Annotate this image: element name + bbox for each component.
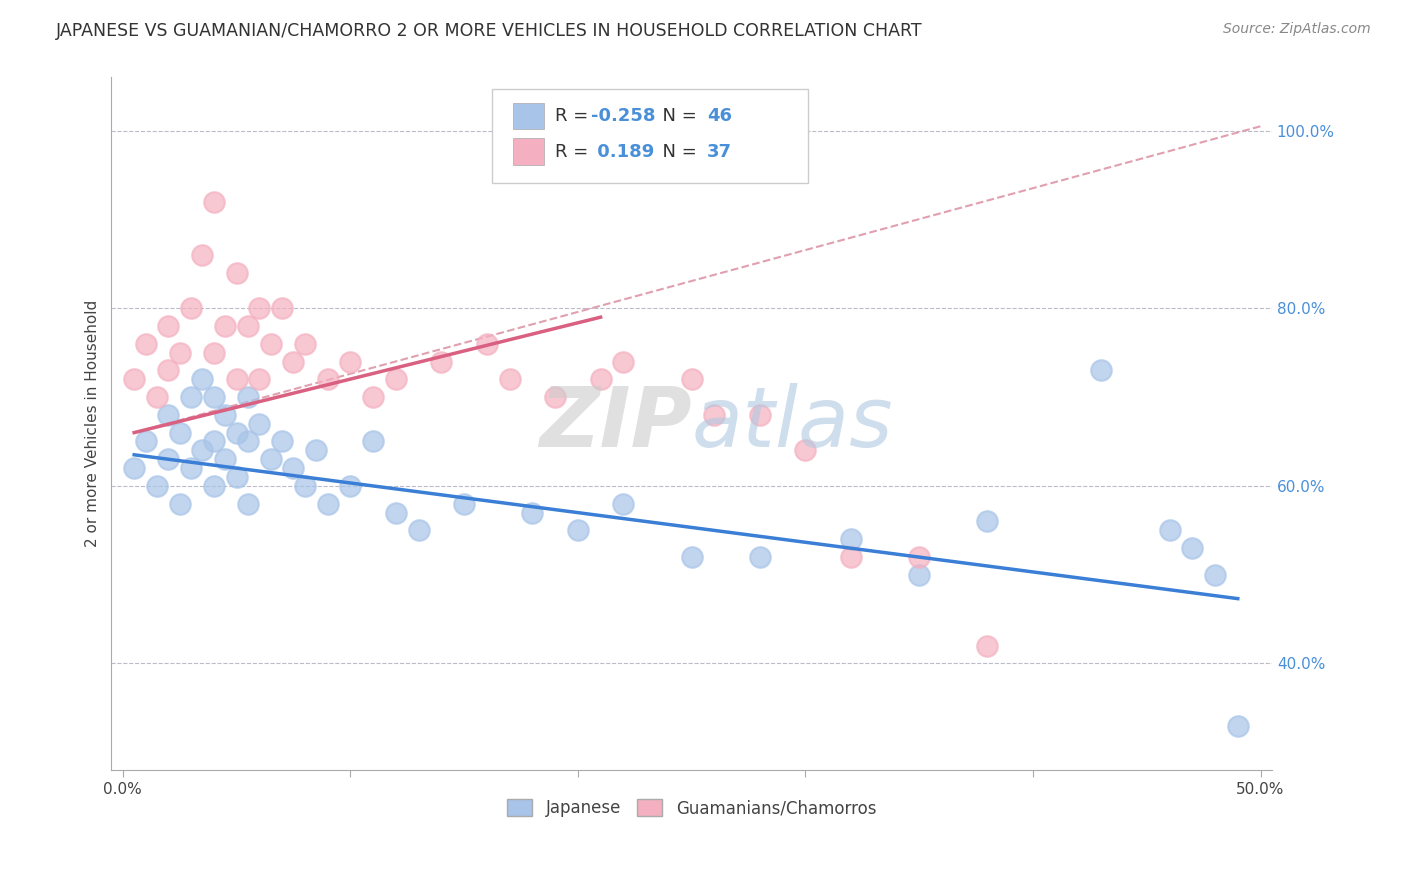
Point	[271, 301, 294, 316]
Point	[169, 345, 191, 359]
Point	[146, 390, 169, 404]
Point	[135, 434, 157, 449]
Point	[1090, 363, 1112, 377]
Point	[202, 390, 225, 404]
Point	[202, 434, 225, 449]
Point	[191, 443, 214, 458]
Point	[260, 452, 283, 467]
Point	[385, 506, 408, 520]
Point	[283, 461, 305, 475]
Text: Source: ZipAtlas.com: Source: ZipAtlas.com	[1223, 22, 1371, 37]
Point	[169, 497, 191, 511]
Point	[214, 408, 236, 422]
Point	[122, 372, 145, 386]
Point	[214, 452, 236, 467]
Point	[1204, 567, 1226, 582]
Point	[202, 345, 225, 359]
Point	[157, 408, 180, 422]
Point	[385, 372, 408, 386]
Point	[202, 479, 225, 493]
Point	[408, 523, 430, 537]
Text: 0.189: 0.189	[591, 143, 654, 161]
Point	[839, 549, 862, 564]
Point	[430, 354, 453, 368]
Point	[681, 549, 703, 564]
Point	[157, 452, 180, 467]
Point	[681, 372, 703, 386]
Text: JAPANESE VS GUAMANIAN/CHAMORRO 2 OR MORE VEHICLES IN HOUSEHOLD CORRELATION CHART: JAPANESE VS GUAMANIAN/CHAMORRO 2 OR MORE…	[56, 22, 922, 40]
Point	[612, 497, 634, 511]
Point	[612, 354, 634, 368]
Point	[135, 336, 157, 351]
Point	[908, 549, 931, 564]
Point	[1159, 523, 1181, 537]
Point	[976, 515, 998, 529]
Point	[202, 194, 225, 209]
Point	[839, 532, 862, 546]
Point	[225, 425, 247, 440]
Point	[589, 372, 612, 386]
Text: N =: N =	[651, 143, 703, 161]
Text: atlas: atlas	[692, 384, 893, 464]
Point	[214, 319, 236, 334]
Point	[316, 497, 339, 511]
Point	[498, 372, 520, 386]
Legend: Japanese, Guamanians/Chamorros: Japanese, Guamanians/Chamorros	[501, 792, 883, 824]
Point	[748, 408, 770, 422]
Point	[157, 319, 180, 334]
Point	[908, 567, 931, 582]
Point	[146, 479, 169, 493]
Point	[236, 390, 259, 404]
Point	[225, 372, 247, 386]
Point	[180, 301, 202, 316]
Text: -0.258: -0.258	[591, 107, 655, 125]
Point	[191, 248, 214, 262]
Point	[567, 523, 589, 537]
Point	[247, 372, 270, 386]
Point	[748, 549, 770, 564]
Point	[247, 417, 270, 431]
Point	[544, 390, 567, 404]
Point	[169, 425, 191, 440]
Point	[225, 470, 247, 484]
Point	[236, 434, 259, 449]
Point	[453, 497, 475, 511]
Text: N =: N =	[651, 107, 703, 125]
Point	[361, 434, 384, 449]
Text: R =: R =	[555, 143, 595, 161]
Point	[361, 390, 384, 404]
Point	[1181, 541, 1204, 555]
Point	[794, 443, 817, 458]
Point	[976, 639, 998, 653]
Point	[236, 497, 259, 511]
Text: 37: 37	[707, 143, 733, 161]
Point	[703, 408, 725, 422]
Point	[522, 506, 544, 520]
Point	[294, 479, 316, 493]
Point	[305, 443, 328, 458]
Text: ZIP: ZIP	[538, 384, 692, 464]
Point	[180, 390, 202, 404]
Point	[475, 336, 498, 351]
Point	[283, 354, 305, 368]
Text: R =: R =	[555, 107, 595, 125]
Point	[339, 354, 361, 368]
Point	[122, 461, 145, 475]
Text: 46: 46	[707, 107, 733, 125]
Point	[1226, 718, 1249, 732]
Point	[225, 266, 247, 280]
Point	[271, 434, 294, 449]
Point	[316, 372, 339, 386]
Point	[180, 461, 202, 475]
Point	[260, 336, 283, 351]
Point	[247, 301, 270, 316]
Point	[339, 479, 361, 493]
Point	[157, 363, 180, 377]
Point	[191, 372, 214, 386]
Point	[294, 336, 316, 351]
Point	[236, 319, 259, 334]
Y-axis label: 2 or more Vehicles in Household: 2 or more Vehicles in Household	[86, 300, 100, 548]
